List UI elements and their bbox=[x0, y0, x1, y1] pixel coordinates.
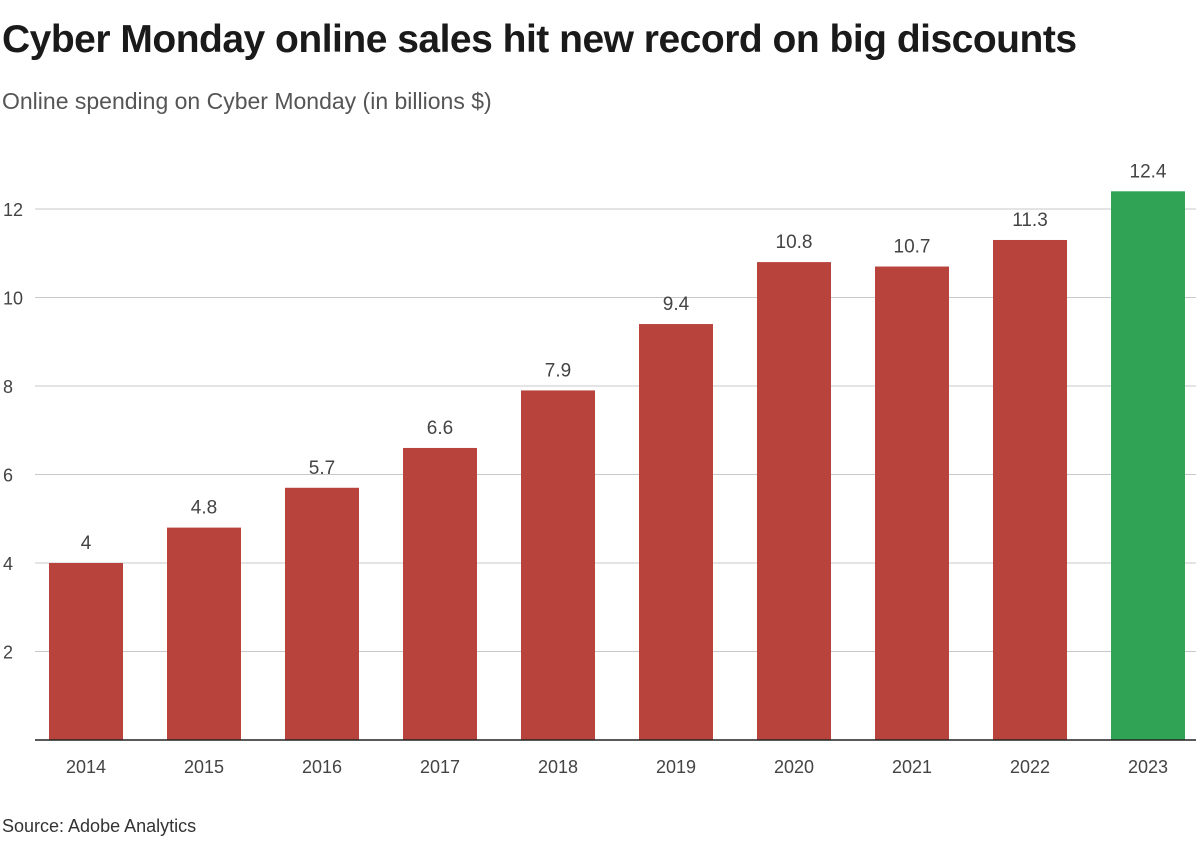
y-tick-label-10: 10 bbox=[3, 289, 23, 309]
x-tick-label-2016: 2016 bbox=[302, 757, 342, 777]
bar-2016 bbox=[285, 487, 359, 740]
data-label-2017: 6.6 bbox=[427, 418, 453, 439]
bar-2019 bbox=[639, 324, 713, 740]
y-axis-ticks: 2 4 6 8 10 12 bbox=[3, 200, 23, 663]
x-tick-label-2018: 2018 bbox=[538, 757, 578, 777]
x-tick-label-2019: 2019 bbox=[656, 757, 696, 777]
data-label-2023: 12.4 bbox=[1130, 161, 1167, 182]
source-note: Source: Adobe Analytics bbox=[2, 816, 197, 836]
bar-2017 bbox=[403, 447, 477, 740]
bar-2023 bbox=[1111, 191, 1185, 741]
bar-2014 bbox=[49, 563, 123, 740]
data-label-2020: 10.8 bbox=[776, 232, 813, 253]
data-label-2014: 4 bbox=[81, 533, 92, 554]
data-label-2019: 9.4 bbox=[663, 294, 690, 315]
bar-chart: 2 4 6 8 10 12 4 4.8 5.7 6.6 7.9 9.4 10.8 10.7 11.3 12.… bbox=[3, 161, 1196, 777]
y-tick-label-2: 2 bbox=[3, 643, 13, 663]
x-tick-label-2022: 2022 bbox=[1010, 757, 1050, 777]
x-tick-label-2020: 2020 bbox=[774, 757, 814, 777]
y-tick-label-12: 12 bbox=[3, 200, 23, 220]
x-tick-label-2015: 2015 bbox=[184, 757, 224, 777]
bar-2020 bbox=[757, 262, 831, 740]
data-label-2015: 4.8 bbox=[191, 498, 217, 519]
bar-2018 bbox=[521, 390, 595, 740]
data-label-2016: 5.7 bbox=[309, 458, 335, 479]
data-label-2021: 10.7 bbox=[894, 237, 931, 258]
x-tick-label-2014: 2014 bbox=[66, 757, 106, 777]
y-tick-label-8: 8 bbox=[3, 377, 13, 397]
bars bbox=[49, 191, 1185, 741]
bar-2015 bbox=[167, 527, 241, 740]
data-label-2022: 11.3 bbox=[1012, 210, 1048, 231]
y-tick-label-4: 4 bbox=[3, 554, 13, 574]
x-tick-label-2023: 2023 bbox=[1128, 757, 1168, 777]
y-tick-label-6: 6 bbox=[3, 466, 13, 486]
data-labels: 4 4.8 5.7 6.6 7.9 9.4 10.8 10.7 11.3 12.4 bbox=[81, 161, 1167, 554]
chart-subtitle: Online spending on Cyber Monday (in bill… bbox=[2, 88, 492, 114]
chart-title: Cyber Monday online sales hit new record… bbox=[2, 18, 1077, 61]
x-tick-label-2021: 2021 bbox=[892, 757, 932, 777]
data-label-2018: 7.9 bbox=[545, 360, 571, 381]
bar-2022 bbox=[993, 239, 1067, 740]
bar-2021 bbox=[875, 266, 949, 740]
x-axis-ticks: 2014 2015 2016 2017 2018 2019 2020 2021 2022 2023 bbox=[66, 757, 1168, 777]
x-tick-label-2017: 2017 bbox=[420, 757, 460, 777]
